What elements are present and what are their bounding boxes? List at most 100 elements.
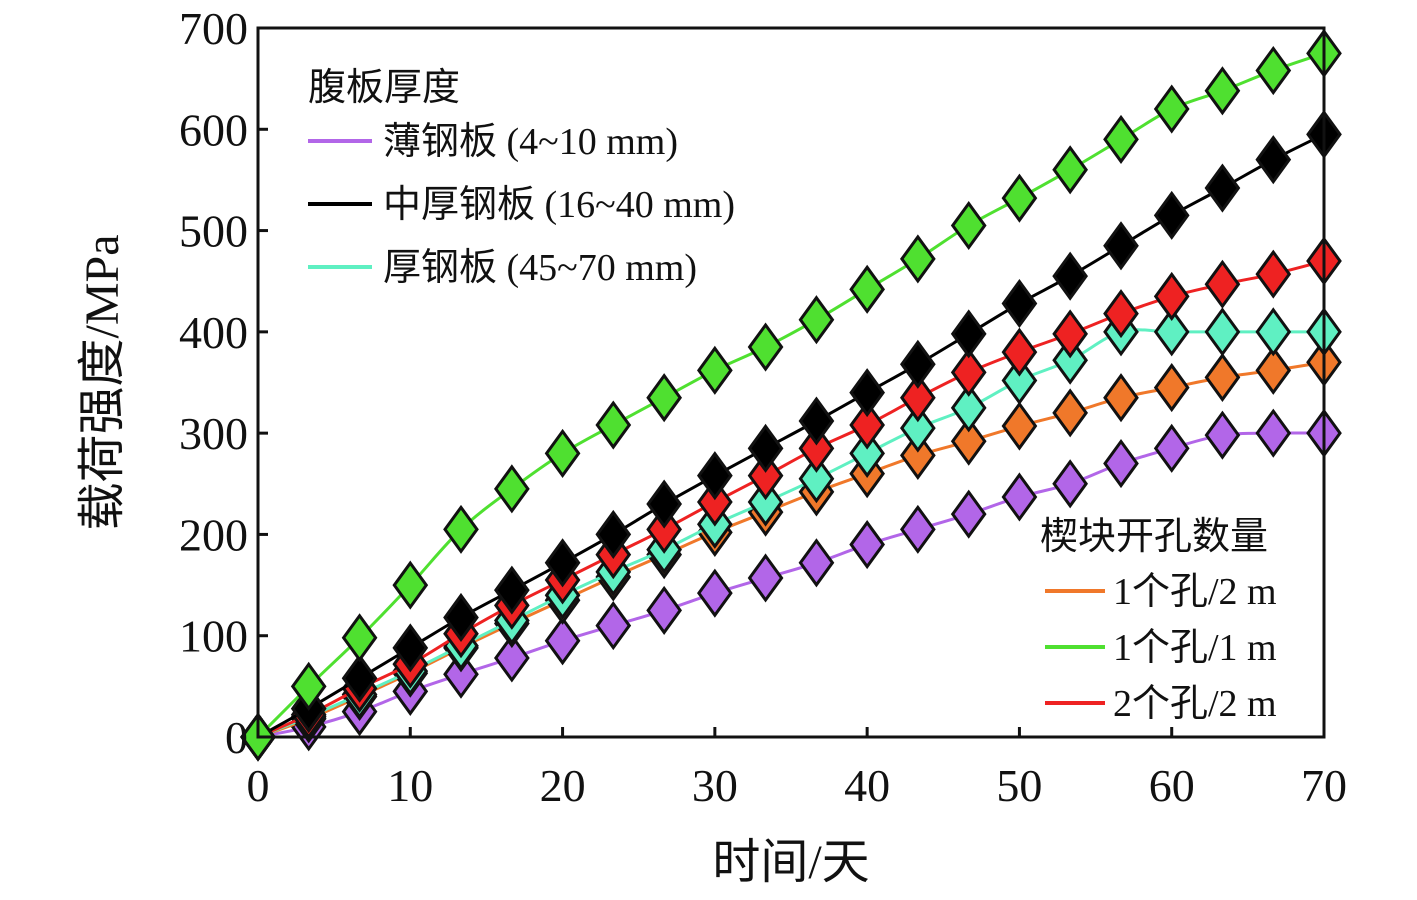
data-point-thin	[646, 585, 683, 635]
data-point-medium	[950, 309, 987, 359]
data-point-medium	[646, 479, 683, 529]
data-point-medium	[697, 451, 733, 501]
legend-entry-thin: 薄钢板 (4~10 mm)	[308, 121, 678, 163]
data-point-h2_2	[697, 477, 733, 527]
plot-marks	[240, 28, 1342, 762]
data-point-h2_2	[1103, 289, 1139, 339]
data-point-h1_1	[1153, 84, 1190, 134]
data-point-medium	[747, 423, 784, 473]
data-point-h1_2	[1052, 388, 1088, 438]
data-point-h1_1	[899, 234, 936, 284]
data-point-thick	[899, 403, 936, 453]
data-point-h1_1	[595, 400, 632, 450]
data-point-thin	[697, 568, 733, 618]
data-point-h2_2	[1001, 327, 1038, 377]
data-point-thin	[849, 520, 885, 570]
data-point-h1_1	[494, 464, 530, 514]
data-point-h1_1	[443, 504, 479, 554]
legend-label-h2_2: 2个孔/2 m	[1113, 683, 1277, 725]
data-point-h1_2	[1204, 352, 1241, 402]
data-point-medium	[849, 368, 885, 418]
data-point-h1_1	[290, 661, 327, 711]
data-point-h1_1	[646, 373, 683, 423]
data-point-h2_2	[1052, 309, 1088, 359]
data-point-h2_2	[1255, 249, 1292, 299]
data-point-thin	[443, 649, 479, 699]
plot-frame	[256, 26, 1326, 739]
y-tick-label: 500	[179, 206, 248, 257]
data-point-medium	[443, 592, 479, 643]
data-point-thin	[494, 633, 530, 683]
legend-label-thin: 薄钢板 (4~10 mm)	[383, 121, 678, 163]
data-point-thin	[1255, 408, 1292, 458]
data-point-thick	[1204, 307, 1241, 357]
data-point-thin	[747, 553, 784, 603]
data-point-h1_1	[1103, 114, 1139, 164]
x-tick-label: 10	[387, 760, 433, 811]
y-axis-title: 载荷强度/MPa	[76, 234, 129, 530]
data-point-h2_2	[950, 347, 987, 397]
legend-entry-h2_2: 2个孔/2 m	[1045, 683, 1277, 725]
data-point-medium	[341, 653, 378, 703]
legend-label-h1_1: 1个孔/1 m	[1113, 627, 1277, 669]
data-point-thick	[1153, 307, 1190, 357]
data-point-h1_1	[747, 322, 784, 372]
data-point-medium	[1052, 251, 1088, 301]
legend-entry-h1_2: 1个孔/2 m	[1045, 571, 1277, 613]
data-point-h1_2	[1255, 345, 1292, 395]
data-point-medium	[392, 623, 429, 673]
series-line-h1_2	[257, 360, 1325, 739]
data-point-thin	[544, 616, 581, 666]
data-point-thick	[1052, 335, 1088, 385]
data-point-medium	[544, 538, 581, 588]
data-point-thin	[899, 504, 936, 554]
data-point-h2_2	[798, 423, 835, 473]
data-point-h1_1	[1255, 45, 1292, 96]
data-point-h1_1	[849, 264, 885, 314]
data-point-h1_2	[950, 416, 987, 466]
data-point-thick	[1255, 307, 1292, 357]
series-line-h2_2	[257, 259, 1325, 739]
data-point-h1_1	[1001, 173, 1038, 223]
data-point-h2_2	[1204, 259, 1241, 309]
data-point-h1_1	[1052, 145, 1088, 195]
data-point-h1_2	[1103, 373, 1139, 423]
data-point-thin	[950, 489, 987, 539]
x-tick-label: 40	[844, 760, 890, 811]
x-tick-label: 30	[692, 760, 738, 811]
y-tick-label: 300	[179, 408, 248, 459]
data-point-medium	[494, 565, 530, 615]
legend-thickness-title: 腹板厚度	[308, 67, 460, 109]
data-point-medium	[595, 509, 632, 559]
x-tick-label: 60	[1149, 760, 1195, 811]
series-medium	[240, 109, 1342, 762]
data-point-thick	[849, 428, 885, 478]
data-point-thin	[1153, 423, 1190, 473]
legend-label-h1_2: 1个孔/2 m	[1113, 571, 1277, 613]
data-point-h1_2	[1001, 401, 1038, 451]
data-point-h1_1	[544, 428, 581, 478]
data-point-h2_2	[646, 504, 683, 554]
data-point-medium	[1153, 190, 1190, 240]
data-point-thin	[595, 601, 632, 651]
legend-holes: 楔块开孔数量 1个孔/2 m 1个孔/1 m 2个孔/2 m	[1040, 516, 1277, 725]
legend-holes-title: 楔块开孔数量	[1040, 516, 1268, 558]
y-tick-label: 700	[179, 3, 248, 54]
data-point-medium	[899, 339, 936, 389]
data-point-h1_2	[899, 430, 936, 480]
y-tick-label: 400	[179, 307, 248, 358]
legend-label-thick: 厚钢板 (45~70 mm)	[383, 247, 697, 289]
legend-entry-h1_1: 1个孔/1 m	[1045, 627, 1277, 669]
data-point-h1_1	[1204, 66, 1241, 116]
data-point-thick	[798, 454, 835, 504]
data-point-h1_1	[798, 295, 835, 345]
x-axis-title: 时间/天	[712, 836, 869, 889]
data-point-h1_1	[341, 613, 378, 663]
data-point-h2_2	[1153, 271, 1190, 321]
data-point-h2_2	[747, 451, 784, 501]
data-point-thin	[1103, 438, 1139, 489]
y-tick-label: 100	[179, 611, 248, 662]
legend-entry-thick: 厚钢板 (45~70 mm)	[308, 247, 697, 289]
x-tick-label: 70	[1301, 760, 1347, 811]
